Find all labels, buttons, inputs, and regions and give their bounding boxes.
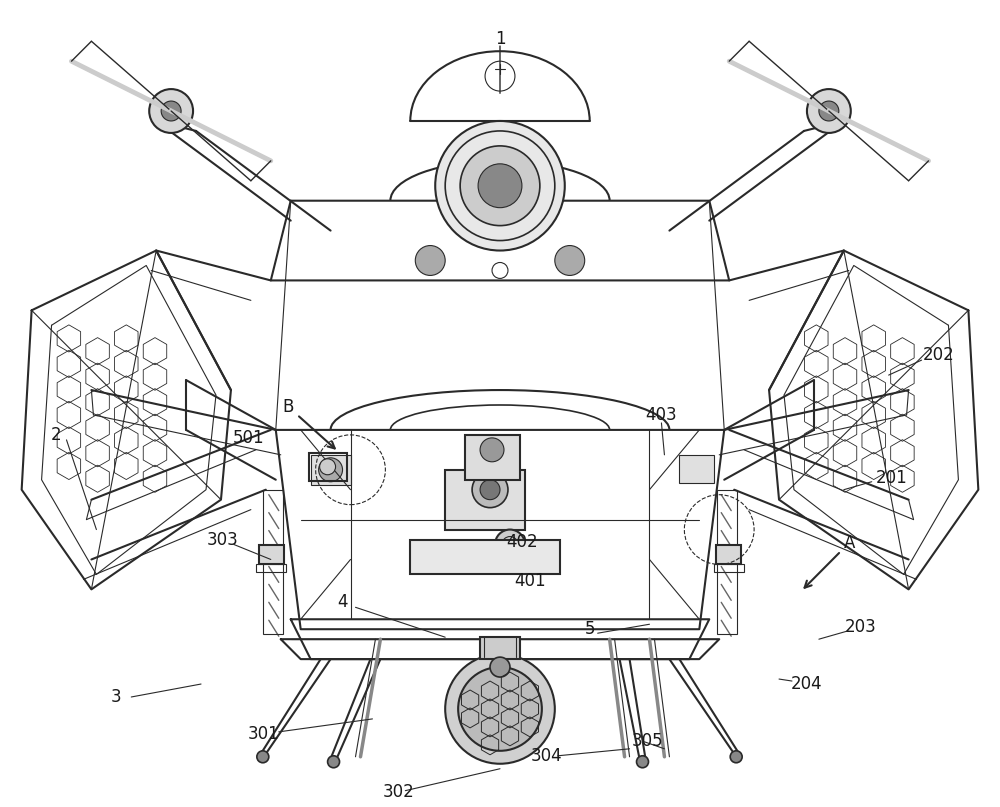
Circle shape [807, 89, 851, 133]
Circle shape [149, 89, 193, 133]
Text: 5: 5 [584, 621, 595, 638]
Circle shape [328, 756, 340, 767]
Text: 403: 403 [646, 406, 677, 424]
Circle shape [478, 164, 522, 207]
Circle shape [819, 101, 839, 121]
Circle shape [490, 657, 510, 677]
Circle shape [460, 146, 540, 226]
Circle shape [472, 472, 508, 508]
Bar [714, 564, 744, 572]
Circle shape [480, 479, 500, 500]
Text: 304: 304 [531, 746, 563, 765]
Circle shape [435, 121, 565, 250]
Bar [309, 453, 347, 481]
Text: 1: 1 [495, 30, 505, 48]
Text: 402: 402 [506, 533, 538, 550]
Circle shape [495, 529, 525, 559]
Text: 301: 301 [248, 725, 280, 743]
Text: 203: 203 [845, 618, 877, 636]
Bar [717, 490, 737, 634]
Text: 2: 2 [51, 426, 62, 444]
Bar [311, 455, 351, 485]
Circle shape [415, 245, 445, 275]
Circle shape [730, 751, 742, 763]
Bar [410, 540, 560, 575]
Text: 302: 302 [382, 783, 414, 801]
Bar [465, 435, 520, 479]
Bar [263, 490, 283, 634]
Bar [259, 545, 284, 564]
Circle shape [257, 751, 269, 763]
Text: 4: 4 [337, 593, 348, 612]
Circle shape [555, 245, 585, 275]
Bar [256, 564, 286, 572]
Text: 401: 401 [514, 572, 546, 591]
Circle shape [319, 458, 343, 482]
Text: 305: 305 [632, 732, 663, 750]
Text: 303: 303 [207, 530, 239, 549]
Text: 201: 201 [876, 469, 908, 487]
Text: 3: 3 [111, 688, 122, 706]
Bar [716, 545, 741, 564]
Text: 501: 501 [233, 429, 265, 447]
Bar [480, 638, 520, 659]
Text: A: A [805, 533, 855, 587]
Text: B: B [283, 398, 335, 449]
Circle shape [480, 438, 504, 462]
Text: 202: 202 [923, 346, 954, 364]
Circle shape [320, 459, 336, 475]
Circle shape [458, 667, 542, 751]
Bar [445, 470, 525, 529]
Circle shape [637, 756, 648, 767]
Bar [679, 455, 714, 483]
Text: 204: 204 [791, 675, 823, 693]
Circle shape [445, 654, 555, 763]
Circle shape [161, 101, 181, 121]
